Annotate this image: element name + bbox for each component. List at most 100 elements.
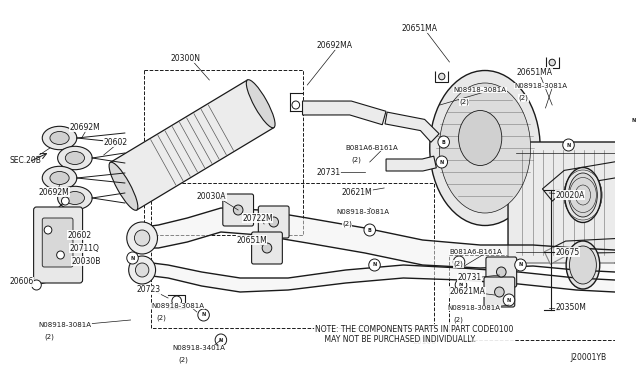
Circle shape <box>136 263 149 277</box>
Text: (2): (2) <box>453 317 463 323</box>
Circle shape <box>549 59 556 66</box>
FancyBboxPatch shape <box>34 207 83 283</box>
Circle shape <box>127 222 157 254</box>
Circle shape <box>198 309 209 321</box>
Text: N: N <box>518 263 523 267</box>
Circle shape <box>438 136 449 148</box>
Text: 20731: 20731 <box>457 273 481 282</box>
Ellipse shape <box>65 151 84 164</box>
Text: 20030A: 20030A <box>197 192 227 201</box>
Text: N08918-3081A: N08918-3081A <box>453 87 506 93</box>
Polygon shape <box>462 112 517 157</box>
Text: N08918-3081A: N08918-3081A <box>38 322 92 328</box>
Circle shape <box>369 259 380 271</box>
Polygon shape <box>386 156 436 171</box>
Circle shape <box>436 156 447 168</box>
Text: (2): (2) <box>351 157 362 163</box>
Ellipse shape <box>246 80 275 128</box>
FancyBboxPatch shape <box>252 232 282 264</box>
Circle shape <box>32 280 42 290</box>
Text: 20030B: 20030B <box>71 257 100 266</box>
FancyBboxPatch shape <box>508 142 629 263</box>
Text: (2): (2) <box>44 334 54 340</box>
Text: SEC.20B: SEC.20B <box>10 155 42 164</box>
Bar <box>151 183 434 328</box>
Ellipse shape <box>50 171 69 185</box>
Text: 20602: 20602 <box>104 138 128 147</box>
Polygon shape <box>303 101 386 125</box>
Circle shape <box>61 197 69 205</box>
Ellipse shape <box>42 126 77 150</box>
Text: 20723: 20723 <box>136 285 161 295</box>
Ellipse shape <box>58 146 92 170</box>
Text: N: N <box>507 298 511 302</box>
Text: 20651MA: 20651MA <box>516 67 553 77</box>
Text: NOTE: THE COMPONENTS PARTS IN PART CODE0100
    MAY NOT BE PURCHASED INDIVIDUALL: NOTE: THE COMPONENTS PARTS IN PART CODE0… <box>315 325 513 344</box>
Text: 20606: 20606 <box>10 278 34 286</box>
Text: N08918-3081A: N08918-3081A <box>515 83 568 89</box>
Text: N: N <box>372 263 377 267</box>
Text: 20300N: 20300N <box>171 54 201 62</box>
Polygon shape <box>144 262 614 292</box>
Text: N: N <box>131 256 134 260</box>
Text: (2): (2) <box>342 221 352 227</box>
Circle shape <box>57 251 65 259</box>
Ellipse shape <box>50 131 69 144</box>
FancyBboxPatch shape <box>223 194 253 226</box>
Text: 20692MA: 20692MA <box>317 41 353 49</box>
Circle shape <box>127 252 138 264</box>
Text: 20602: 20602 <box>67 231 92 240</box>
Ellipse shape <box>568 173 597 217</box>
Circle shape <box>129 256 156 284</box>
Bar <box>144 70 303 235</box>
Circle shape <box>364 224 376 236</box>
Text: 20711Q: 20711Q <box>69 244 99 253</box>
Polygon shape <box>543 160 627 201</box>
Text: (2): (2) <box>157 315 166 321</box>
Text: 20722M: 20722M <box>242 214 273 222</box>
Bar <box>449 255 637 340</box>
Circle shape <box>438 73 445 80</box>
Text: N: N <box>566 142 571 148</box>
Text: B: B <box>442 140 445 144</box>
Text: N: N <box>202 312 205 317</box>
Circle shape <box>515 259 526 271</box>
Circle shape <box>495 287 504 297</box>
Text: (2): (2) <box>518 95 529 101</box>
Circle shape <box>455 279 467 291</box>
Text: 20692M: 20692M <box>38 187 69 196</box>
Text: 20020A: 20020A <box>555 190 584 199</box>
Circle shape <box>628 114 639 126</box>
Polygon shape <box>545 238 627 264</box>
Text: 20100: 20100 <box>413 337 437 346</box>
Circle shape <box>234 205 243 215</box>
Text: 20731: 20731 <box>317 167 341 176</box>
Ellipse shape <box>459 110 502 166</box>
Text: 20651MA: 20651MA <box>401 23 437 32</box>
Text: N: N <box>632 118 636 122</box>
Text: N: N <box>219 337 223 343</box>
Polygon shape <box>385 112 439 142</box>
FancyBboxPatch shape <box>42 218 73 267</box>
Text: B: B <box>457 260 461 264</box>
Text: N08918-3081A: N08918-3081A <box>152 303 205 309</box>
Ellipse shape <box>564 167 601 222</box>
Text: 20692M: 20692M <box>69 122 100 131</box>
FancyBboxPatch shape <box>484 277 515 307</box>
Text: N08918-3081A: N08918-3081A <box>447 305 500 311</box>
Ellipse shape <box>65 192 84 205</box>
Circle shape <box>269 217 278 227</box>
Text: 20350M: 20350M <box>555 304 586 312</box>
Text: 20621M: 20621M <box>342 187 372 196</box>
Ellipse shape <box>566 241 600 289</box>
Text: N08918-3401A: N08918-3401A <box>173 345 226 351</box>
Polygon shape <box>144 208 614 272</box>
Text: B081A6-B161A: B081A6-B161A <box>449 249 502 255</box>
Circle shape <box>262 243 272 253</box>
Ellipse shape <box>440 83 531 213</box>
Text: (2): (2) <box>179 357 189 363</box>
Circle shape <box>503 294 515 306</box>
Text: 20675: 20675 <box>555 247 579 257</box>
Circle shape <box>453 256 465 268</box>
Text: 20651M: 20651M <box>236 235 267 244</box>
